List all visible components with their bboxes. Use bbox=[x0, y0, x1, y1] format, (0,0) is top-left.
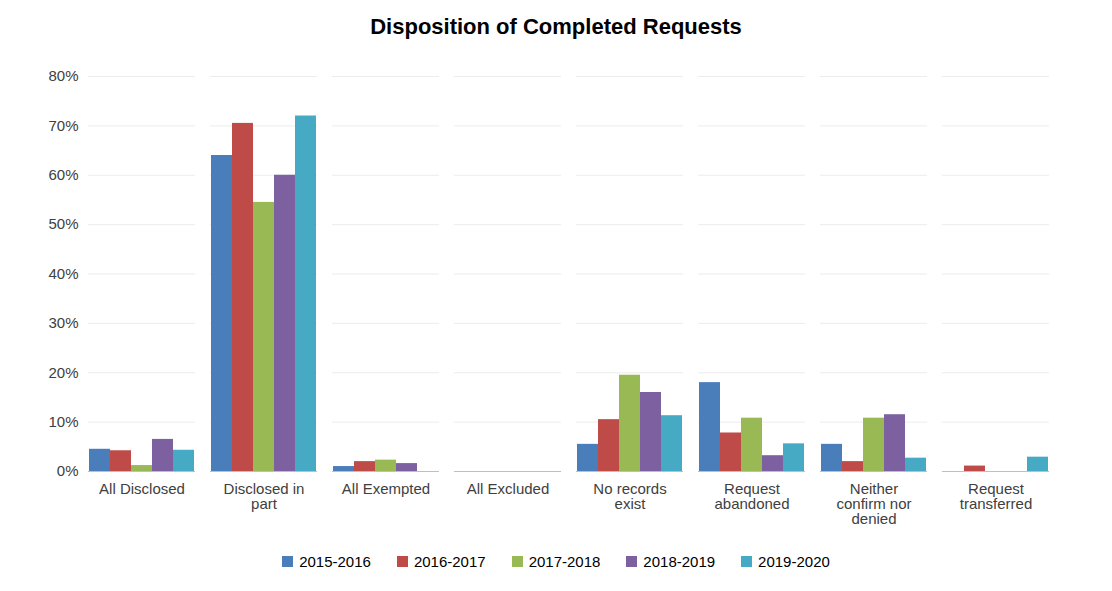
svg-text:0%: 0% bbox=[57, 462, 79, 479]
html-text:2015-2016: 2015-2016 bbox=[299, 553, 371, 570]
svg-text:Requesttransferred: Requesttransferred bbox=[960, 480, 1033, 512]
svg-text:All Exempted: All Exempted bbox=[342, 480, 430, 497]
html-text:2018-2019: 2018-2019 bbox=[643, 553, 716, 570]
svg-text:Requestabandoned: Requestabandoned bbox=[714, 480, 789, 512]
html-text:2019-2020: 2019-2020 bbox=[758, 553, 830, 570]
svg-text:20%: 20% bbox=[48, 364, 78, 381]
html-text:2016-2017: 2016-2017 bbox=[413, 553, 486, 570]
svg-text:No recordsexist: No recordsexist bbox=[593, 480, 666, 512]
svg-text:30%: 30% bbox=[48, 314, 78, 331]
svg-text:50%: 50% bbox=[48, 215, 78, 232]
svg-text:80%: 80% bbox=[48, 67, 78, 84]
svg-text:10%: 10% bbox=[48, 413, 78, 430]
svg-text:Disclosed inpart: Disclosed inpart bbox=[224, 480, 305, 512]
html-text:Disposition of Completed Reque: Disposition of Completed Requests bbox=[370, 14, 742, 39]
svg-text:40%: 40% bbox=[48, 265, 78, 282]
svg-text:Neitherconfirm nordenied: Neitherconfirm nordenied bbox=[836, 480, 911, 527]
html-text:2017-2018: 2017-2018 bbox=[528, 553, 601, 570]
svg-text:All Disclosed: All Disclosed bbox=[99, 480, 185, 497]
svg-text:70%: 70% bbox=[48, 117, 78, 134]
svg-text:All Excluded: All Excluded bbox=[467, 480, 550, 497]
svg-text:60%: 60% bbox=[48, 166, 78, 183]
